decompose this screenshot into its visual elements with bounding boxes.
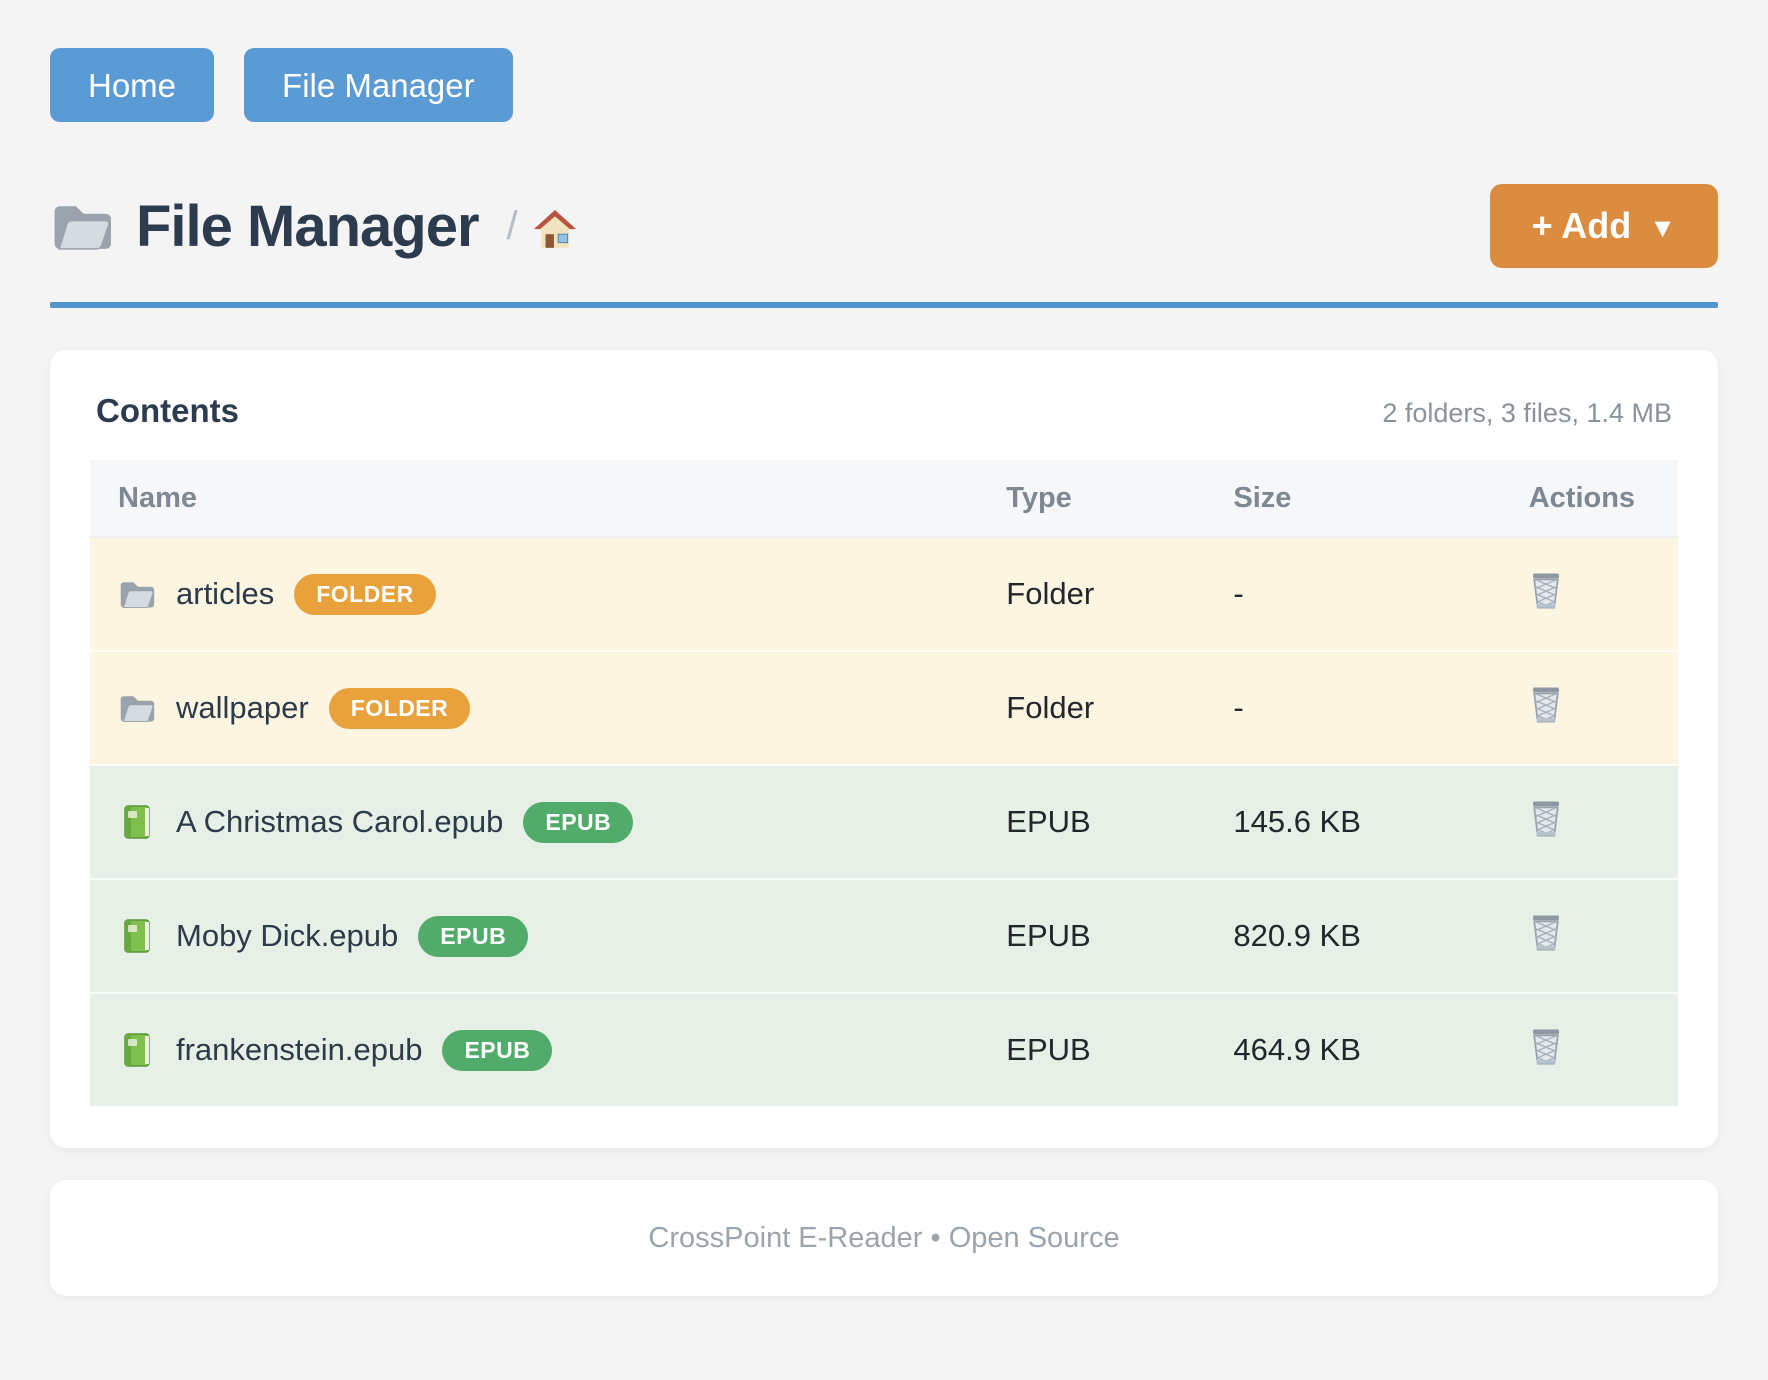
footer: CrossPoint E-Reader • Open Source	[50, 1180, 1718, 1296]
home-nav-button[interactable]: Home	[50, 48, 215, 122]
trash-icon	[1529, 570, 1563, 610]
delete-button[interactable]	[1529, 570, 1563, 610]
file-manager-nav-button[interactable]: File Manager	[244, 48, 513, 122]
column-header-actions: Actions	[1528, 460, 1678, 537]
delete-button[interactable]	[1529, 912, 1563, 952]
file-table-body: articles FOLDER Folder - wallpaper FOLDE…	[90, 537, 1678, 1106]
column-header-size: Size	[1233, 460, 1529, 537]
table-row: wallpaper FOLDER Folder -	[90, 651, 1678, 765]
type-cell: EPUB	[1006, 918, 1091, 953]
trash-icon	[1529, 1026, 1563, 1066]
file-table: Name Type Size Actions articles FOLDER F…	[90, 460, 1678, 1106]
type-badge: EPUB	[442, 1029, 553, 1071]
home-icon[interactable]	[533, 209, 576, 251]
type-cell: Folder	[1006, 690, 1095, 725]
folder-icon	[120, 581, 155, 609]
file-name[interactable]: wallpaper	[176, 690, 309, 725]
table-row: frankenstein.epub EPUB EPUB 464.9 KB	[90, 993, 1678, 1106]
trash-icon	[1529, 684, 1563, 724]
delete-button[interactable]	[1529, 798, 1563, 838]
size-cell: 464.9 KB	[1233, 1032, 1361, 1067]
folder-icon	[120, 695, 155, 723]
title-underline	[50, 302, 1718, 308]
page-header: File Manager / + Add ▼	[50, 184, 1718, 268]
size-cell: -	[1233, 576, 1244, 611]
type-badge: EPUB	[418, 915, 529, 957]
top-nav: Home File Manager	[50, 0, 1718, 122]
add-button-label: + Add	[1531, 205, 1632, 246]
type-badge: FOLDER	[328, 687, 471, 729]
epub-book-icon	[124, 919, 150, 953]
column-header-name: Name	[90, 460, 1007, 537]
table-header-row: Name Type Size Actions	[90, 460, 1678, 537]
contents-summary: 2 folders, 3 files, 1.4 MB	[1382, 398, 1672, 428]
column-header-type: Type	[1006, 460, 1234, 537]
epub-book-icon	[124, 805, 150, 839]
file-name[interactable]: frankenstein.epub	[176, 1032, 423, 1067]
size-cell: 145.6 KB	[1233, 804, 1361, 839]
epub-book-icon	[124, 1033, 150, 1067]
file-name[interactable]: Moby Dick.epub	[176, 918, 399, 953]
file-name[interactable]: A Christmas Carol.epub	[176, 804, 504, 839]
delete-button[interactable]	[1529, 1026, 1563, 1066]
footer-text: CrossPoint E-Reader • Open Source	[648, 1221, 1120, 1254]
delete-button[interactable]	[1529, 684, 1563, 724]
file-name[interactable]: articles	[176, 576, 275, 611]
chevron-down-icon: ▼	[1649, 212, 1676, 243]
table-row: A Christmas Carol.epub EPUB EPUB 145.6 K…	[90, 765, 1678, 879]
trash-icon	[1529, 912, 1563, 952]
type-cell: EPUB	[1006, 1032, 1091, 1067]
contents-card: Contents 2 folders, 3 files, 1.4 MB Name…	[50, 350, 1718, 1148]
trash-icon	[1529, 798, 1563, 838]
size-cell: 820.9 KB	[1233, 918, 1361, 953]
table-row: Moby Dick.epub EPUB EPUB 820.9 KB	[90, 879, 1678, 993]
type-cell: EPUB	[1006, 804, 1091, 839]
type-cell: Folder	[1006, 576, 1095, 611]
folder-icon	[53, 205, 112, 250]
page-title: File Manager	[136, 193, 480, 259]
add-button[interactable]: + Add ▼	[1489, 184, 1718, 268]
table-row: articles FOLDER Folder -	[90, 537, 1678, 651]
card-title: Contents	[96, 392, 239, 429]
type-badge: FOLDER	[294, 573, 436, 615]
breadcrumb-separator: /	[506, 203, 518, 248]
size-cell: -	[1233, 690, 1244, 725]
type-badge: EPUB	[523, 801, 634, 843]
